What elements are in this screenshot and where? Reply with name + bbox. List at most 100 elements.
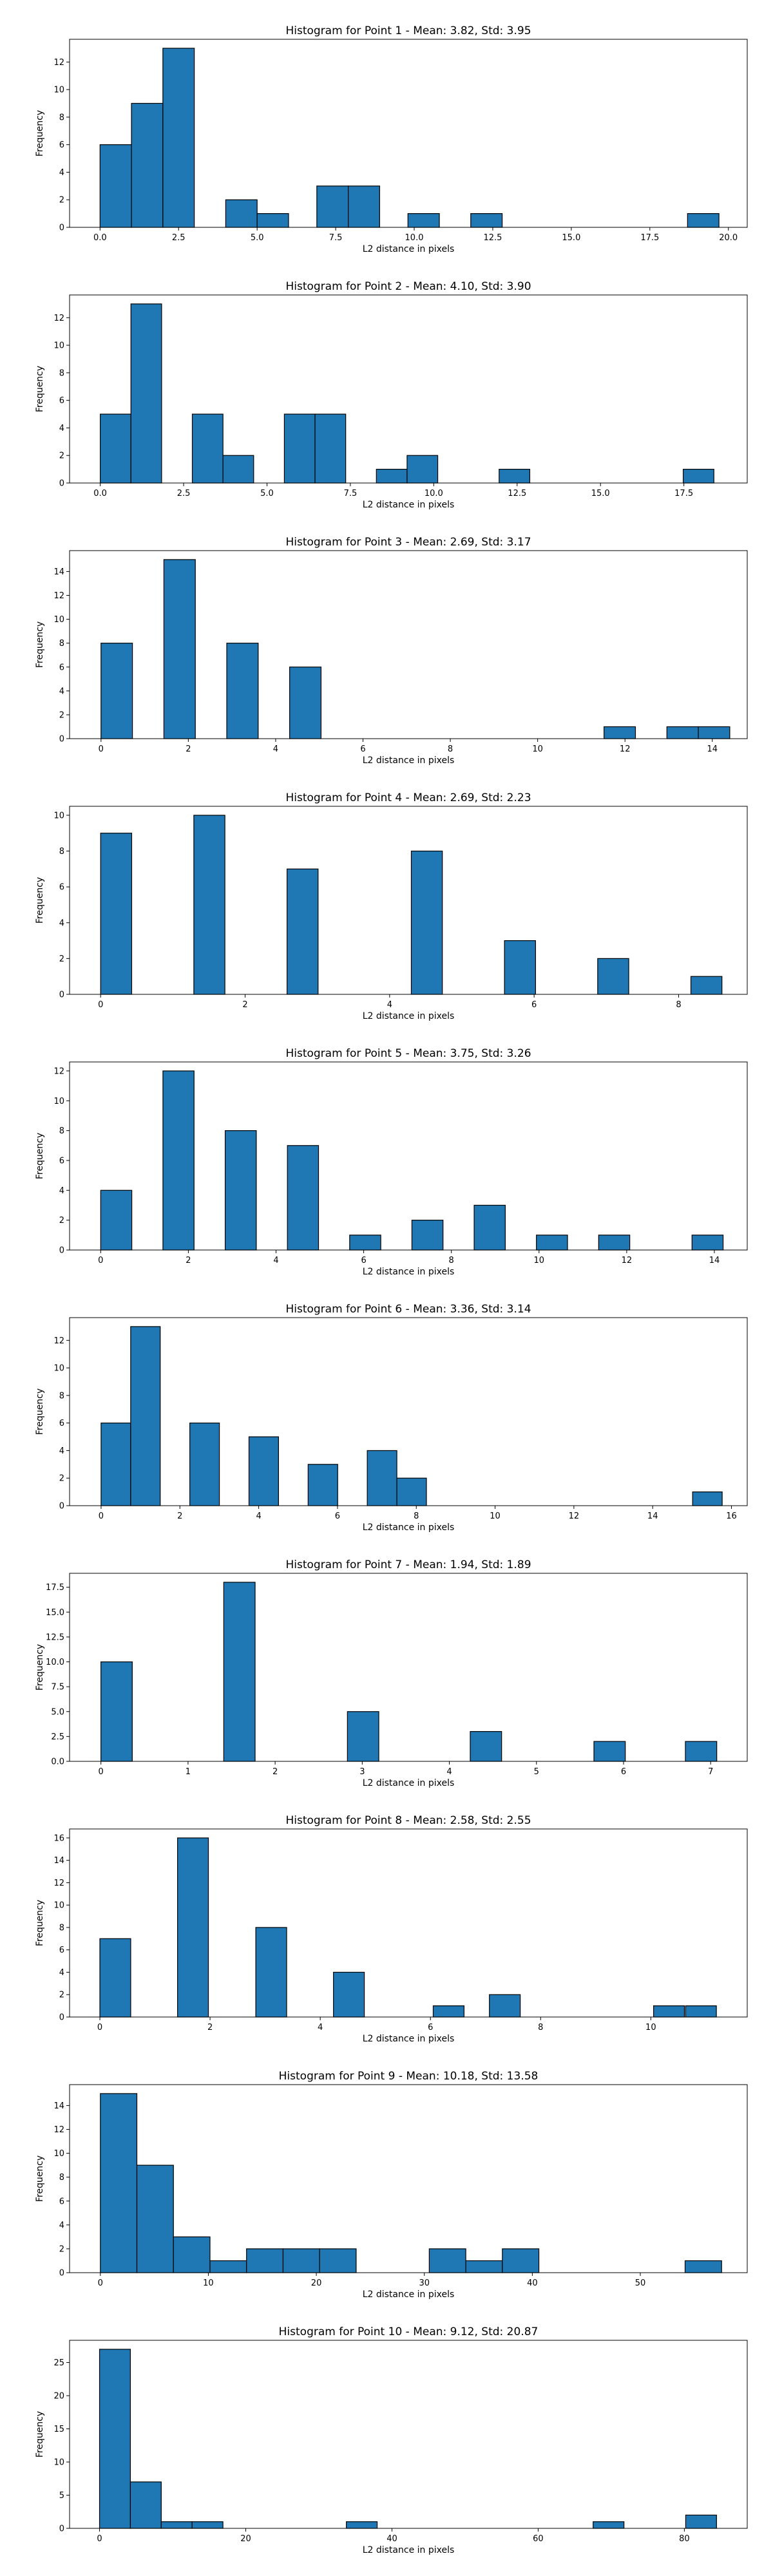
histogram-bar [407, 213, 440, 228]
x-tick-label: 0 [97, 2534, 102, 2544]
y-tick-label: 10 [53, 1097, 64, 1106]
histogram-panel-9: Histogram for Point 9 - Mean: 10.18, Std… [35, 2070, 748, 2300]
x-tick-label: 7.5 [329, 233, 343, 243]
histogram-bar [348, 185, 380, 228]
y-tick-label: 12.5 [46, 1633, 64, 1642]
y-tick-label: 0 [59, 223, 64, 233]
y-tick-label: 12 [53, 1879, 64, 1888]
histogram-bar [226, 643, 259, 739]
histogram-bar [410, 850, 443, 995]
histogram-bar [685, 1741, 718, 1762]
histogram-panel-4: Histogram for Point 4 - Mean: 2.69, Std:… [35, 791, 748, 1021]
y-tick-label: 8 [59, 1126, 64, 1136]
histogram-bar [698, 726, 730, 739]
y-tick-label: 6 [59, 1946, 64, 1955]
histogram-bar [100, 833, 133, 995]
histogram-bar [189, 1423, 220, 1506]
x-tick-label: 8 [449, 1256, 454, 1265]
histogram-bar [597, 958, 629, 995]
histogram-bar [248, 1436, 280, 1506]
x-tick-label: 20 [311, 2278, 322, 2288]
x-tick-label: 8 [676, 1000, 681, 1010]
histogram-bar [225, 199, 258, 228]
x-tick-label: 5.0 [251, 233, 264, 243]
histogram-bar [346, 2521, 378, 2529]
histogram-bar [593, 2521, 625, 2529]
axes-frame [69, 39, 748, 228]
x-tick-label: 12 [569, 1511, 580, 1521]
x-axis-label: L2 distance in pixels [363, 755, 455, 766]
x-tick-label: 4 [256, 1511, 261, 1521]
y-tick-label: 10 [53, 341, 64, 351]
histogram-bar [314, 413, 347, 484]
y-tick-label: 6 [59, 883, 64, 893]
x-tick-label: 12.5 [508, 489, 526, 498]
y-tick-label: 0 [59, 2269, 64, 2278]
y-tick-label: 0 [59, 735, 64, 744]
x-tick-label: 12.5 [483, 233, 502, 243]
y-tick-label: 10 [53, 2458, 64, 2468]
y-axis-label: Frequency [35, 2155, 45, 2202]
y-axis-label: Frequency [35, 1644, 45, 1690]
x-tick-label: 6 [428, 2023, 433, 2032]
histogram-bar [692, 1492, 723, 1506]
x-tick-label: 15.0 [591, 489, 610, 498]
x-tick-label: 0 [99, 1767, 104, 1777]
x-tick-label: 20.0 [719, 233, 738, 243]
histogram-panel-1: Histogram for Point 1 - Mean: 3.82, Std:… [35, 24, 748, 254]
y-tick-label: 14 [53, 1856, 64, 1866]
histogram-bar [223, 1582, 256, 1762]
x-tick-label: 50 [635, 2278, 646, 2288]
chart-title: Histogram for Point 9 - Mean: 10.18, Std… [279, 2070, 539, 2083]
y-tick-label: 6 [59, 1156, 64, 1166]
y-tick-label: 10 [53, 811, 64, 820]
histogram-bar [129, 2481, 162, 2529]
y-axis-label: Frequency [35, 2411, 45, 2458]
x-tick-label: 10 [203, 2278, 214, 2288]
x-tick-label: 0 [99, 1511, 104, 1521]
x-axis-label: L2 distance in pixels [363, 244, 455, 254]
x-tick-label: 12 [620, 744, 631, 754]
x-axis-label: L2 distance in pixels [363, 1778, 455, 1788]
histogram-bar [319, 2248, 357, 2273]
x-tick-label: 60 [533, 2534, 544, 2544]
x-axis-label: L2 distance in pixels [363, 1522, 455, 1533]
y-tick-label: 14 [53, 567, 64, 577]
histogram-bar [246, 2248, 284, 2273]
x-tick-label: 0 [98, 2278, 103, 2288]
x-axis-label: L2 distance in pixels [363, 2034, 455, 2044]
x-tick-label: 8 [414, 1511, 419, 1521]
histogram-bar [428, 2248, 466, 2273]
x-tick-label: 12 [622, 1256, 633, 1265]
x-tick-label: 40 [386, 2534, 397, 2544]
y-tick-label: 12 [53, 2125, 64, 2135]
y-tick-label: 12 [53, 1336, 64, 1346]
histogram-bar [684, 2260, 722, 2273]
y-tick-label: 12 [53, 591, 64, 601]
histogram-bar [685, 2514, 717, 2529]
histogram-bar [349, 1235, 381, 1251]
y-tick-label: 6 [59, 1419, 64, 1428]
y-tick-label: 2 [59, 710, 64, 720]
y-tick-label: 2 [59, 196, 64, 205]
x-tick-label: 6 [335, 1511, 340, 1521]
histogram-bar [193, 815, 225, 995]
y-tick-label: 0 [59, 2013, 64, 2023]
x-axis-label: L2 distance in pixels [363, 2545, 455, 2555]
histogram-bar [163, 559, 196, 739]
x-tick-label: 7 [708, 1767, 713, 1777]
x-tick-label: 10.0 [405, 233, 424, 243]
histogram-panel-6: Histogram for Point 6 - Mean: 3.36, Std:… [35, 1303, 748, 1533]
histogram-bar [287, 1145, 320, 1251]
y-axis-label: Frequency [35, 877, 45, 923]
x-tick-label: 0 [99, 744, 104, 754]
histogram-bar [177, 1837, 209, 2018]
histogram-bar [502, 2248, 540, 2273]
y-tick-label: 8 [59, 639, 64, 649]
x-tick-label: 15.0 [562, 233, 580, 243]
y-tick-label: 12 [53, 1066, 64, 1076]
histogram-bar [224, 1130, 257, 1251]
histogram-bar [504, 940, 536, 995]
y-tick-label: 10 [53, 1901, 64, 1911]
